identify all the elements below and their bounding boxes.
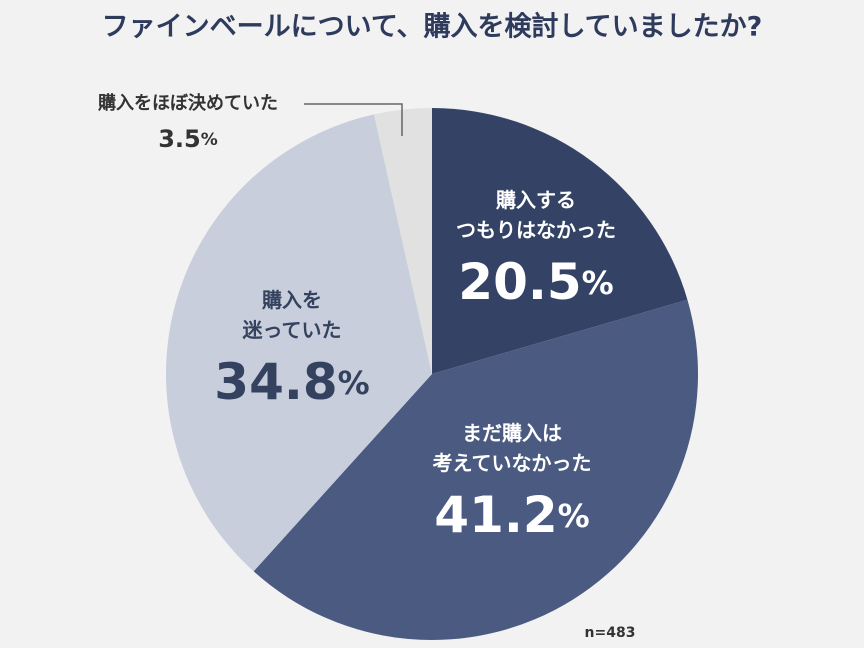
value-unit: % <box>582 264 614 302</box>
value-label: 41.2% <box>434 486 589 544</box>
slice-label: 購入をほぼ決めていた <box>97 92 278 114</box>
value-unit: % <box>338 364 370 402</box>
slice-label: 購入を迷っていた <box>242 288 342 342</box>
label-line: まだ購入は <box>462 421 562 445</box>
value-number: 3.5 <box>158 125 201 153</box>
value-unit: % <box>558 497 590 535</box>
label-line: 迷っていた <box>242 318 342 342</box>
pie-slice <box>253 299 698 641</box>
label-line: つもりはなかった <box>456 218 616 242</box>
value-number: 34.8 <box>214 353 337 411</box>
leader-line <box>304 103 403 136</box>
pie-slice <box>432 108 688 374</box>
label-line: 購入する <box>496 188 576 212</box>
value-label: 3.5% <box>158 125 218 153</box>
note: n=483 <box>585 625 636 641</box>
value-unit: % <box>201 130 218 150</box>
chart-title: ファインベールについて、購入を検討していましたか? <box>102 11 763 43</box>
value-number: 41.2 <box>434 486 557 544</box>
pie-slice <box>373 108 432 374</box>
value-label: 20.5% <box>458 253 613 311</box>
value-number: 20.5 <box>458 253 581 311</box>
slice-label: 購入するつもりはなかった <box>456 188 616 242</box>
label-line: 考えていなかった <box>433 451 592 475</box>
pie-slice <box>166 114 433 572</box>
slice-label: まだ購入は考えていなかった <box>433 421 592 475</box>
value-label: 34.8% <box>214 353 369 411</box>
label-line: 購入を <box>262 288 322 312</box>
